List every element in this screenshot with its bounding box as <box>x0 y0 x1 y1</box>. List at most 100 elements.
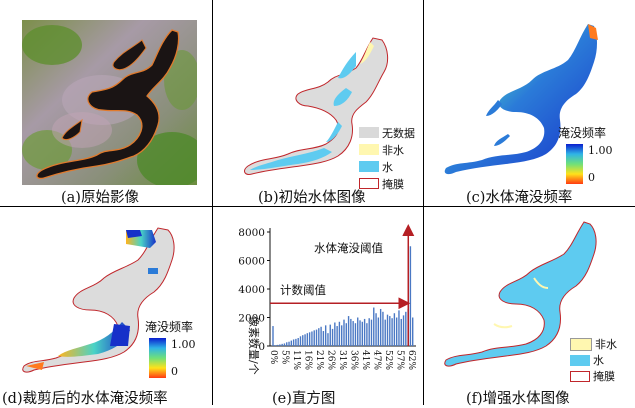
histogram-bar <box>357 317 359 346</box>
panel-d <box>18 222 208 382</box>
x-tick-label: 26% <box>326 350 336 370</box>
colorbar-d <box>149 338 166 378</box>
histogram-bar <box>315 329 318 346</box>
histogram-bar <box>382 311 384 346</box>
histogram-bar <box>405 311 407 346</box>
histogram-bar <box>395 317 398 346</box>
grid-vertical-left <box>212 0 213 405</box>
histogram-bar <box>281 343 283 346</box>
histogram-bar <box>324 325 327 346</box>
legend-b: 无数据 非水 水 掩膜 <box>359 124 415 192</box>
histogram-bar <box>386 314 389 346</box>
legend-label-nonwater: 非水 <box>382 143 404 157</box>
legend-label-nonwater-f: 非水 <box>595 338 617 351</box>
x-tick-label: 31% <box>337 350 347 370</box>
histogram-bar <box>377 317 380 346</box>
legend-swatch-water-f <box>570 354 590 366</box>
histogram-bar <box>391 318 393 346</box>
histogram-bar <box>272 326 274 346</box>
y-tick-label: 8000 <box>238 227 265 239</box>
legend-swatch-mask <box>359 178 379 189</box>
histogram-bar <box>336 326 338 346</box>
histogram-bar <box>400 318 402 346</box>
legend-swatch-nodata <box>359 127 379 138</box>
histogram-bar <box>341 325 343 346</box>
histogram-bar <box>295 338 297 346</box>
histogram-bar <box>402 315 405 346</box>
histogram-bar <box>286 342 288 346</box>
x-tick-label: 21% <box>314 350 324 370</box>
histogram-bar <box>334 322 336 346</box>
histogram-bar <box>368 318 370 346</box>
histogram-bar <box>379 308 382 346</box>
histogram-bar <box>329 324 331 346</box>
x-tick-label: 0% <box>268 350 278 365</box>
annotation-count-threshold: 计数阈值 <box>280 283 326 297</box>
caption-b: (b)初始水体图像 <box>258 190 366 206</box>
histogram-bar <box>384 319 386 346</box>
legend-swatch-nonwater-f <box>570 337 592 351</box>
histogram-bar <box>302 335 304 346</box>
histogram-bar <box>409 246 412 346</box>
histogram-bar <box>299 336 302 346</box>
histogram-bar <box>363 318 366 346</box>
histogram-bar <box>359 320 361 346</box>
caption-f: (f)增强水体图像 <box>466 391 570 407</box>
panel-f <box>438 214 630 384</box>
histogram-bar <box>398 310 400 346</box>
histogram-bar <box>352 321 354 346</box>
x-tick-label: 57% <box>395 350 405 370</box>
histogram-bar <box>412 317 414 346</box>
caption-d: (d)裁剪后的水体淹没频率 <box>2 391 168 407</box>
panel-b <box>238 30 423 200</box>
legend-label-water-f: 水 <box>593 354 604 367</box>
y-tick-label: 0 <box>258 341 265 353</box>
histogram-bar <box>292 339 295 346</box>
legend-label-nodata: 无数据 <box>382 126 415 140</box>
histogram-bar <box>393 313 396 346</box>
histogram-bar <box>274 345 276 346</box>
caption-a: (a)原始影像 <box>61 190 139 206</box>
colorbar-min-d: 0 <box>171 365 178 378</box>
caption-e: (e)直方图 <box>272 391 336 407</box>
grid-vertical-right <box>423 0 424 405</box>
histogram-bar <box>304 334 306 346</box>
panel-e: 0 2000 4000 6000 8000 0% 5% 11% 16% 21% 26% 31% 36% 4… <box>214 208 422 386</box>
inundation-frequency-map <box>444 24 598 175</box>
colorbar-max-c: 1.00 <box>588 144 613 157</box>
legend-label-water: 水 <box>382 160 393 174</box>
histogram-bar <box>283 343 286 346</box>
histogram-bar <box>366 323 368 346</box>
legend-swatch-mask-f <box>570 370 590 382</box>
histogram-bar <box>331 328 334 346</box>
colorbar-min-c: 0 <box>588 171 595 184</box>
x-tick-label: 11% <box>291 350 301 370</box>
histogram-bar <box>320 326 322 346</box>
y-tick-label: 4000 <box>238 284 265 296</box>
panel-c <box>438 14 628 184</box>
colorbar-c <box>566 144 583 184</box>
histogram-bar <box>318 328 320 346</box>
histogram-bar <box>389 316 391 346</box>
colorbar-title-c: 淹没频率 <box>558 126 607 140</box>
histogram-bar <box>322 331 325 346</box>
histogram-bar <box>350 318 352 346</box>
y-tick-label: 6000 <box>238 256 265 268</box>
x-tick-label: 36% <box>349 350 359 370</box>
y-tick-label: 2000 <box>238 313 265 325</box>
histogram-bar <box>311 331 313 346</box>
x-tick-label: 62% <box>406 350 416 370</box>
satellite-image <box>22 20 207 188</box>
histogram-bar <box>370 319 373 346</box>
histogram-bar <box>361 321 364 346</box>
histogram-bar <box>327 333 329 346</box>
histogram-bar <box>345 323 347 346</box>
x-tick-label: 52% <box>383 350 393 370</box>
histogram-bar <box>313 330 315 346</box>
colorbar-legend-c: 淹没频率 1.00 0 <box>558 124 613 184</box>
histogram-bar <box>308 332 311 346</box>
colorbar-title-d: 淹没频率 <box>145 320 194 334</box>
histogram-bar <box>338 321 341 346</box>
